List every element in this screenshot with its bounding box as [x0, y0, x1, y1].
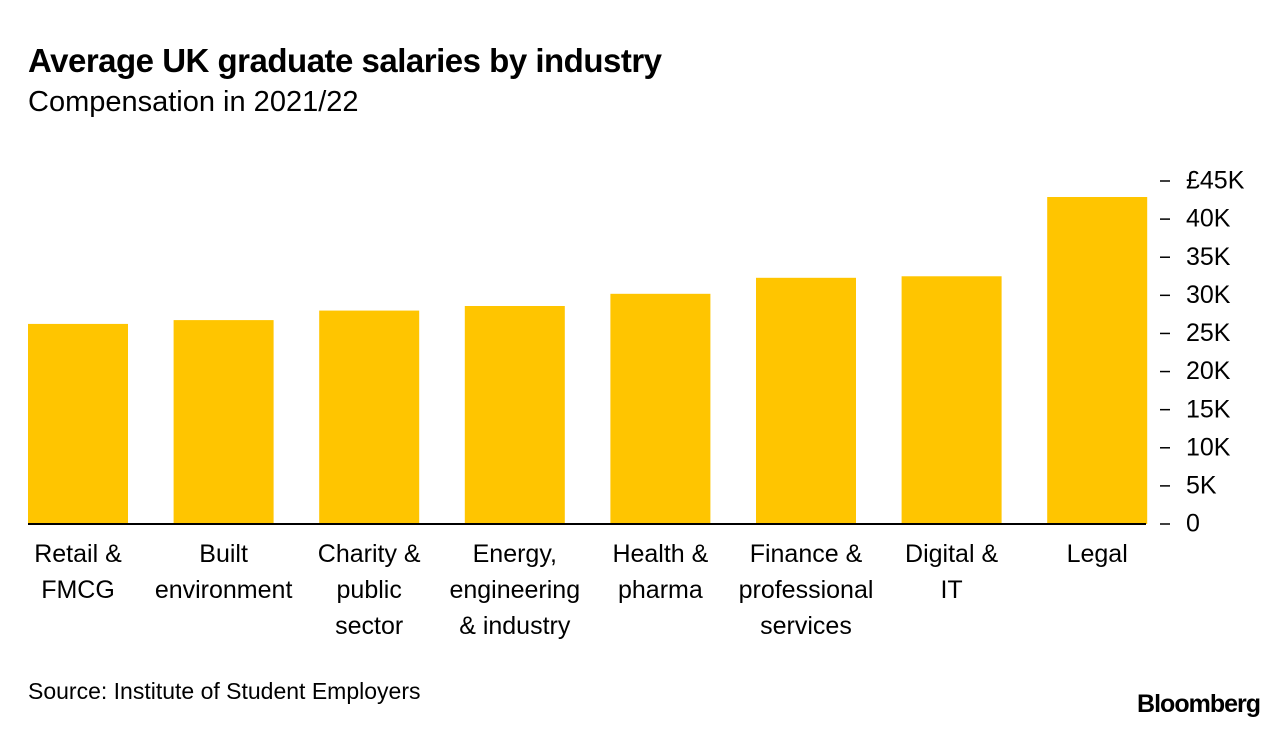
bar [1047, 197, 1148, 525]
bar [173, 320, 274, 524]
x-tick-label: Energy, engineering & industry [449, 540, 581, 640]
x-tick-label-box: Built environment [151, 536, 297, 608]
y-tick-label: 10K [1186, 433, 1231, 461]
y-tick-label: 5K [1186, 471, 1217, 499]
x-tick-label: Legal [1066, 540, 1128, 568]
y-tick-label: 35K [1186, 243, 1231, 271]
source: Source: Institute of Student Employers [28, 678, 421, 704]
x-tick-label: Retail & FMCG [34, 540, 122, 604]
x-tick-label-box: Charity & public sector [296, 536, 442, 644]
y-tick-label: 25K [1186, 319, 1231, 347]
y-tick-label: 15K [1186, 395, 1231, 423]
brand-logo: Bloomberg [1137, 690, 1261, 718]
bar [319, 310, 420, 524]
x-tick-label: Health & pharma [612, 540, 709, 604]
bar [756, 277, 856, 524]
bar [464, 306, 565, 524]
bar [28, 323, 128, 524]
y-tick-label: 40K [1186, 205, 1231, 233]
x-tick-label-box: Health & pharma [587, 536, 733, 608]
x-tick-label-box: Legal [1024, 536, 1170, 572]
bar [901, 276, 1002, 524]
bar [610, 293, 711, 524]
chart-subtitle: Compensation in 2021/22 [28, 86, 359, 118]
y-tick-label: 0 [1186, 510, 1200, 538]
x-tick-label: Digital & IT [905, 540, 999, 604]
x-tick-label-box: Digital & IT [879, 536, 1025, 608]
x-tick-label: Built environment [154, 540, 293, 604]
x-tick-label-box: Finance & professional services [733, 536, 879, 644]
x-tick-label-box: Energy, engineering & industry [442, 536, 588, 644]
x-tick-label: Finance & professional services [738, 540, 874, 640]
y-tick-label: 20K [1186, 357, 1231, 385]
chart-title: Average UK graduate salaries by industry [28, 42, 662, 79]
x-tick-label-box: Retail & FMCG [5, 536, 151, 608]
x-tick-label: Charity & public sector [317, 540, 421, 640]
y-tick-label: £45K [1186, 167, 1245, 195]
y-tick-label: 30K [1186, 281, 1231, 309]
